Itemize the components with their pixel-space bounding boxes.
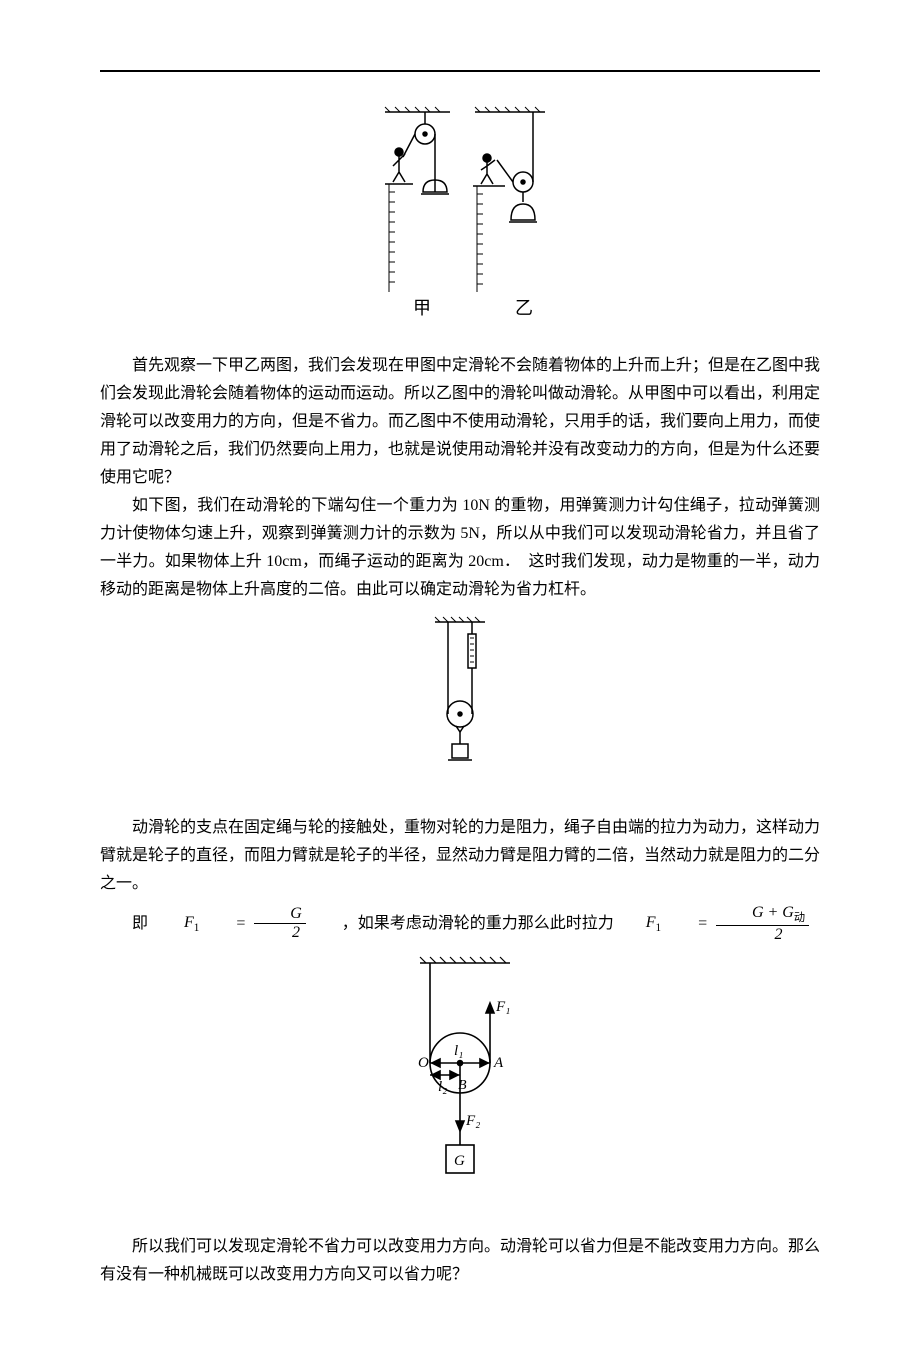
paragraph-2: 如下图，我们在动滑轮的下端勾住一个重力为 10N 的重物，用弹簧测力计勾住绳子，… [100,492,820,604]
paragraph-1: 首先观察一下甲乙两图，我们会发现在甲图中定滑轮不会随着物体的上升而上升；但是在乙… [100,352,820,492]
figure-spring-pulley [100,614,820,794]
lbl-A: A [493,1055,504,1071]
lbl-l1: l₁ [454,1043,463,1059]
formula-mid: ，如果考虑动滑轮的重力那么此时拉力 [310,910,614,938]
formula-lead: 即 [100,910,148,938]
formula-line: 即 F1 = G 2 ，如果考虑动滑轮的重力那么此时拉力 F1 = G + G动… [100,904,820,943]
fig1-label-left: 甲 [413,298,431,318]
formula-lhs2: F1 [614,909,661,939]
formula-frac1: G 2 [254,905,306,941]
lbl-F2: F₂ [465,1113,480,1129]
formula-eq2: = [665,910,708,938]
figure-lever-diagram: F₁ O A l₁ B l₂ F₂ G [100,953,820,1213]
lbl-G: G [454,1153,465,1169]
lbl-B: B [458,1078,467,1093]
lbl-F1: F₁ [495,999,510,1015]
paragraph-4: 所以我们可以发现定滑轮不省力可以改变用力方向。动滑轮可以省力但是不能改变用力方向… [100,1233,820,1289]
spring-pulley-svg [415,614,505,784]
lbl-l2: l₂ [438,1079,447,1095]
paragraph-3: 动滑轮的支点在固定绳与轮的接触处，重物对轮的力是阻力，绳子自由端的拉力为动力，这… [100,814,820,898]
pulley-compare-svg: 甲 乙 [365,102,555,322]
lbl-O: O [418,1055,429,1071]
figure-pulley-compare: 甲 乙 [100,102,820,332]
page: 甲 乙 首先观察一下甲乙两图，我们会发现在甲图中定滑轮不会随着物体的上升而上升；… [0,0,920,1369]
formula-eq: = [203,910,246,938]
fig1-label-right: 乙 [515,298,533,318]
formula-frac2: G + G动 2 [716,904,809,943]
formula-lhs: F1 [152,909,199,939]
top-rule [100,70,820,72]
lever-svg: F₁ O A l₁ B l₂ F₂ G [360,953,560,1203]
